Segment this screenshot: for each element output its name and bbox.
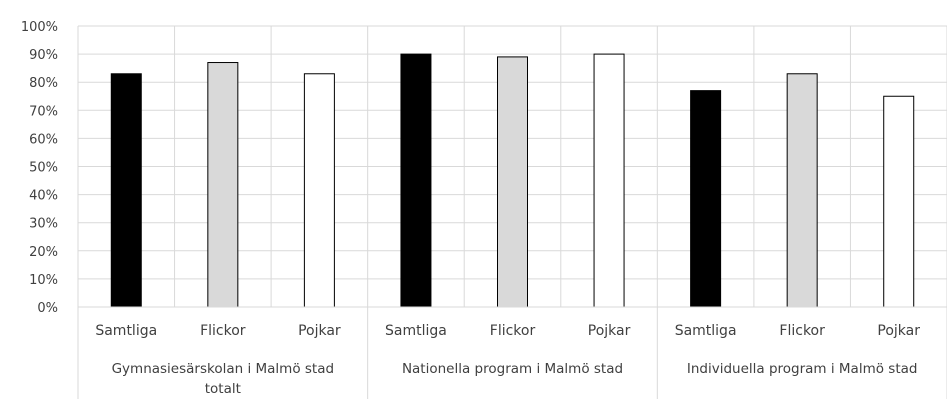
category-label: Pojkar — [877, 323, 920, 339]
group-label: Gymnasiesärskolan i Malmö stad — [112, 361, 334, 377]
bar — [400, 53, 432, 308]
y-tick-label: 80% — [29, 76, 58, 91]
bar — [786, 73, 818, 308]
bar — [303, 73, 335, 308]
bar — [593, 53, 625, 308]
category-label: Samtliga — [675, 323, 737, 339]
category-label: Pojkar — [588, 323, 631, 339]
category-label: Flickor — [200, 323, 246, 339]
group-label: Nationella program i Malmö stad — [402, 361, 623, 377]
bar — [207, 62, 239, 308]
bar — [110, 73, 142, 308]
bar — [690, 90, 722, 308]
category-label: Flickor — [490, 323, 536, 339]
bar — [497, 56, 528, 308]
y-tick-label: 70% — [29, 104, 58, 119]
y-tick-label: 40% — [29, 189, 58, 204]
y-tick-label: 100% — [21, 20, 58, 35]
category-label: Flickor — [779, 323, 825, 339]
category-label: Pojkar — [298, 323, 341, 339]
y-tick-label: 30% — [29, 217, 58, 232]
category-label: Samtliga — [95, 323, 157, 339]
y-tick-label: 0% — [37, 301, 58, 316]
y-tick-label: 90% — [29, 48, 58, 63]
bar — [883, 95, 915, 308]
category-label: Samtliga — [385, 323, 447, 339]
group-label: totalt — [205, 381, 241, 397]
y-tick-label: 10% — [29, 273, 58, 288]
y-tick-label: 50% — [29, 161, 58, 176]
y-tick-label: 20% — [29, 245, 58, 260]
y-tick-label: 60% — [29, 132, 58, 147]
group-label: Individuella program i Malmö stad — [687, 361, 918, 377]
